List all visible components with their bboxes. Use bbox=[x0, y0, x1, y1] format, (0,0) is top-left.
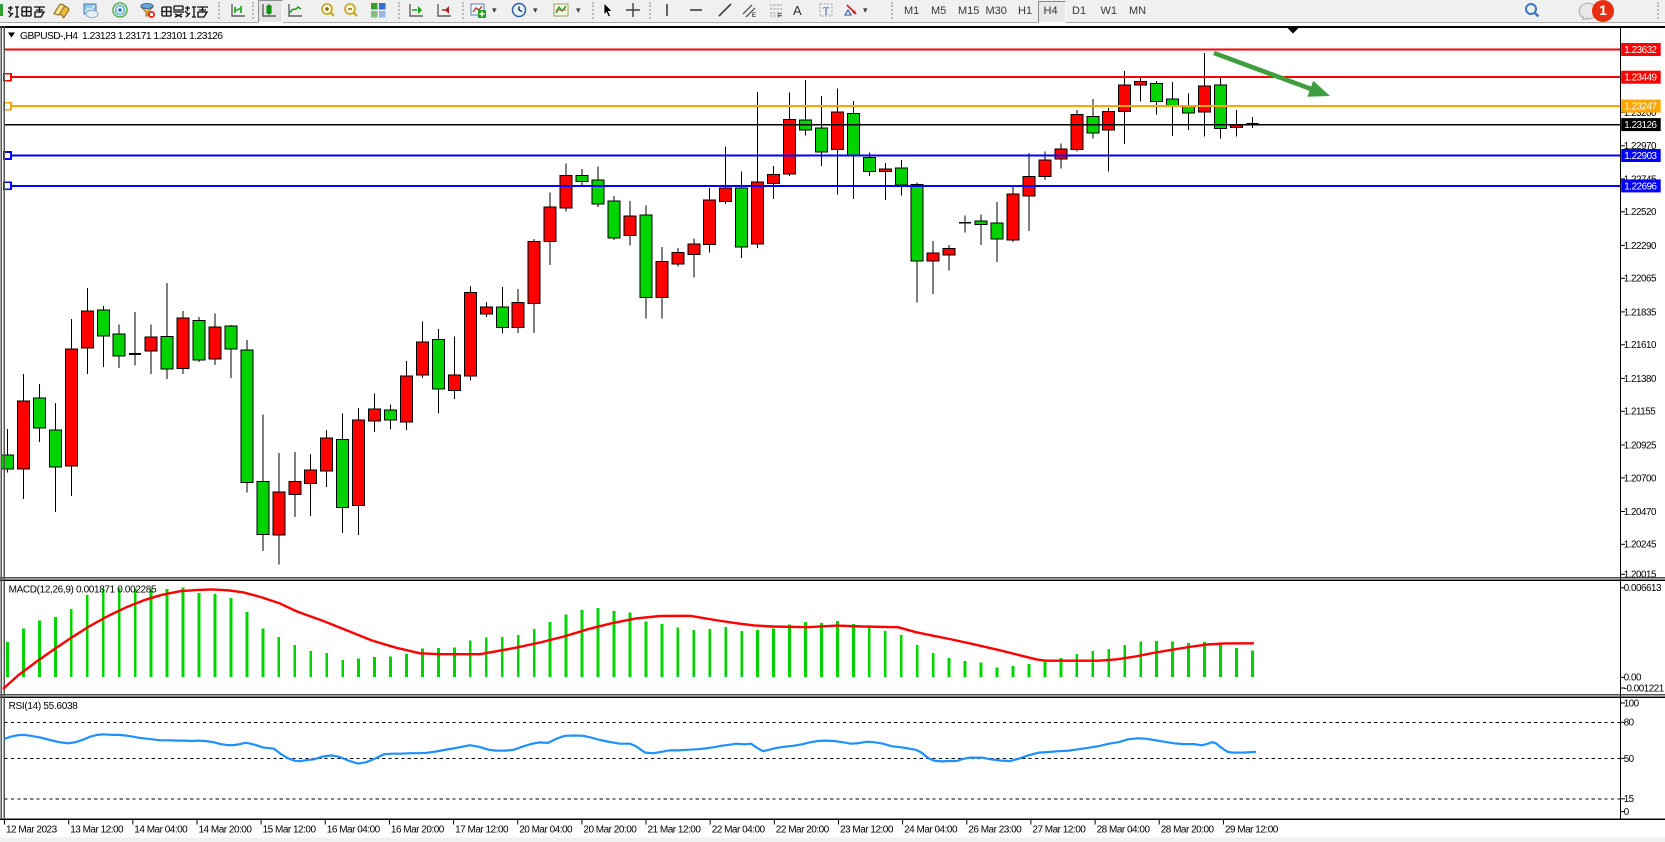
svg-text:28 Mar 04:00: 28 Mar 04:00 bbox=[1097, 825, 1151, 836]
svg-text:16 Mar 04:00: 16 Mar 04:00 bbox=[327, 825, 381, 836]
svg-text:20 Mar 04:00: 20 Mar 04:00 bbox=[519, 825, 573, 836]
svg-text:50: 50 bbox=[1624, 754, 1635, 765]
svg-text:22 Mar 20:00: 22 Mar 20:00 bbox=[776, 825, 830, 836]
svg-text:1.22065: 1.22065 bbox=[1624, 274, 1657, 285]
svg-text:16 Mar 20:00: 16 Mar 20:00 bbox=[391, 825, 445, 836]
svg-text:22 Mar 04:00: 22 Mar 04:00 bbox=[712, 825, 766, 836]
svg-text:1.23126: 1.23126 bbox=[1624, 120, 1657, 131]
svg-text:80: 80 bbox=[1624, 718, 1635, 729]
svg-text:1.23632: 1.23632 bbox=[1624, 45, 1656, 56]
svg-text:1.21835: 1.21835 bbox=[1624, 307, 1657, 318]
svg-text:RSI(14) 55.6038: RSI(14) 55.6038 bbox=[9, 701, 79, 712]
svg-text:12 Mar 2023: 12 Mar 2023 bbox=[6, 825, 58, 836]
svg-text:1.21610: 1.21610 bbox=[1624, 340, 1657, 351]
svg-text:1.22903: 1.22903 bbox=[1624, 151, 1657, 162]
svg-text:1.21155: 1.21155 bbox=[1624, 407, 1657, 418]
svg-text:0: 0 bbox=[1624, 807, 1630, 818]
svg-text:26 Mar 23:00: 26 Mar 23:00 bbox=[968, 825, 1022, 836]
svg-text:1.22520: 1.22520 bbox=[1624, 207, 1657, 218]
svg-text:14 Mar 04:00: 14 Mar 04:00 bbox=[134, 825, 188, 836]
svg-text:1.22696: 1.22696 bbox=[1624, 181, 1657, 192]
svg-text:1.23449: 1.23449 bbox=[1624, 73, 1656, 84]
svg-text:-0.001221: -0.001221 bbox=[1624, 683, 1664, 694]
svg-text:MACD(12,26,9) 0.001871 0.00228: MACD(12,26,9) 0.001871 0.002285 bbox=[9, 585, 157, 596]
svg-text:1.20015: 1.20015 bbox=[1624, 570, 1657, 581]
svg-text:1.22290: 1.22290 bbox=[1624, 241, 1657, 252]
svg-text:17 Mar 12:00: 17 Mar 12:00 bbox=[455, 825, 509, 836]
svg-text:1.23200: 1.23200 bbox=[1624, 108, 1657, 119]
svg-text:29 Mar 12:00: 29 Mar 12:00 bbox=[1225, 825, 1279, 836]
svg-text:14 Mar 20:00: 14 Mar 20:00 bbox=[199, 825, 253, 836]
svg-text:1.21380: 1.21380 bbox=[1624, 374, 1657, 385]
svg-text:0.006613: 0.006613 bbox=[1624, 583, 1662, 594]
svg-text:T: T bbox=[823, 7, 829, 18]
svg-text:1.20925: 1.20925 bbox=[1624, 440, 1657, 451]
svg-text:1.20700: 1.20700 bbox=[1624, 473, 1657, 484]
svg-text:GBPUSD-,H4 1.23123 1.23171 1.: GBPUSD-,H4 1.23123 1.23171 1.23101 1.231… bbox=[20, 31, 223, 42]
svg-text:20 Mar 20:00: 20 Mar 20:00 bbox=[583, 825, 637, 836]
svg-text:F: F bbox=[778, 13, 782, 20]
svg-text:24 Mar 04:00: 24 Mar 04:00 bbox=[904, 825, 958, 836]
svg-text:23 Mar 12:00: 23 Mar 12:00 bbox=[840, 825, 894, 836]
svg-text:1.22970: 1.22970 bbox=[1624, 141, 1657, 152]
svg-text:21 Mar 12:00: 21 Mar 12:00 bbox=[648, 825, 702, 836]
svg-text:27 Mar 12:00: 27 Mar 12:00 bbox=[1032, 825, 1086, 836]
svg-text:1.23247: 1.23247 bbox=[1624, 102, 1656, 113]
svg-text:15: 15 bbox=[1624, 794, 1635, 805]
svg-text:13 Mar 12:00: 13 Mar 12:00 bbox=[70, 825, 124, 836]
svg-text:1.20245: 1.20245 bbox=[1624, 540, 1657, 551]
svg-text:0.00: 0.00 bbox=[1624, 673, 1642, 684]
svg-text:E: E bbox=[752, 13, 756, 19]
svg-text:28 Mar 20:00: 28 Mar 20:00 bbox=[1161, 825, 1215, 836]
svg-text:100: 100 bbox=[1624, 698, 1640, 709]
svg-text:15 Mar 12:00: 15 Mar 12:00 bbox=[263, 825, 317, 836]
svg-text:1.20470: 1.20470 bbox=[1624, 507, 1657, 518]
